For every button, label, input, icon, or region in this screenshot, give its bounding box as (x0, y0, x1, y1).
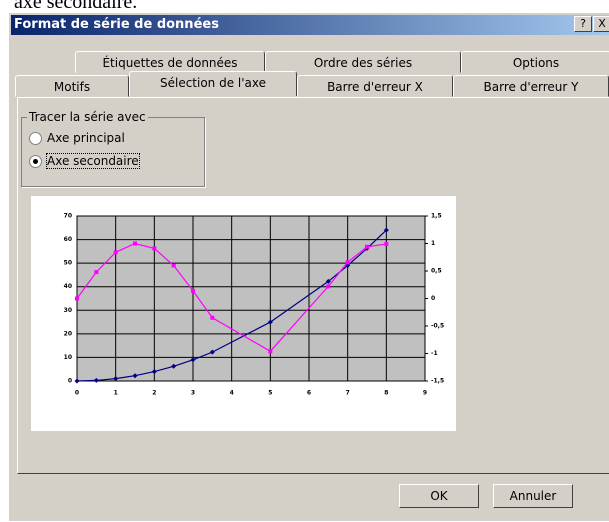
x-tick-label: 5 (268, 390, 272, 397)
cancel-button[interactable]: Annuler (493, 484, 573, 508)
tab[interactable]: Motifs (15, 75, 129, 97)
y-tick-label: 0 (68, 378, 72, 385)
y2-tick-label: 1 (431, 240, 435, 247)
marker (132, 373, 138, 379)
ok-button[interactable]: OK (399, 484, 479, 508)
marker (171, 263, 176, 268)
y2-tick-label: -1,5 (431, 378, 444, 385)
marker (209, 349, 215, 355)
y-tick-label: 50 (64, 260, 72, 267)
marker (190, 357, 196, 363)
radio-label: Axe principal (47, 131, 125, 145)
marker (268, 349, 273, 354)
marker (210, 315, 215, 320)
marker (383, 227, 389, 233)
x-tick-label: 0 (75, 390, 79, 397)
marker (113, 376, 119, 382)
marker (384, 242, 389, 247)
tab[interactable]: Sélection de l'axe (129, 71, 297, 96)
marker (171, 363, 177, 369)
y-tick-label: 40 (64, 283, 72, 290)
chart-preview: 0 1 2 3 4 5 6 7 8 9 0 10 20 30 40 50 60 70 -1,5 -1 -0,5 0 0,5 1… (31, 196, 456, 431)
y-tick-label: 30 (64, 307, 72, 314)
radio-option[interactable]: Axe secondaire (29, 153, 140, 169)
tab[interactable]: Ordre des séries (265, 51, 461, 73)
marker (74, 378, 80, 384)
background-text: axe secondaire. (14, 0, 138, 13)
marker (345, 260, 350, 265)
x-tick-label: 1 (114, 390, 118, 397)
help-button[interactable]: ? (574, 16, 592, 32)
x-tick-label: 4 (230, 390, 234, 397)
y2-tick-label: -0,5 (431, 323, 444, 330)
marker (152, 246, 157, 251)
tab[interactable]: Barre d'erreur Y (453, 75, 609, 97)
x-tick-label: 3 (191, 390, 195, 397)
marker (75, 296, 79, 301)
dialog: Format de série de données ? X Tracer la… (8, 12, 609, 522)
group-title: Tracer la série avec (27, 110, 148, 124)
y2-tick-label: 1,5 (431, 213, 442, 220)
marker (93, 377, 99, 383)
tab-page (17, 97, 609, 474)
x-tick-label: 2 (152, 390, 156, 397)
marker (113, 250, 118, 255)
marker (326, 284, 331, 289)
y-tick-label: 20 (64, 330, 72, 337)
marker (191, 288, 195, 293)
marker (365, 244, 369, 249)
y-tick-label: 70 (64, 213, 72, 220)
tab[interactable]: Options (461, 51, 609, 73)
tab[interactable]: Étiquettes de données (75, 51, 265, 73)
x-tick-label: 6 (307, 390, 311, 397)
x-tick-label: 7 (346, 390, 350, 397)
tab[interactable]: Barre d'erreur X (297, 75, 453, 97)
y2-tick-label: 0,5 (431, 268, 442, 275)
group-box (21, 117, 205, 187)
marker (151, 369, 157, 375)
plot-area (76, 215, 426, 382)
marker (94, 270, 99, 275)
x-tick-label: 8 (384, 390, 388, 397)
window-title: Format de série de données (14, 17, 219, 32)
y-tick-label: 60 (64, 236, 72, 243)
close-button[interactable]: X (593, 16, 609, 32)
radio-button[interactable] (29, 154, 42, 168)
marker (325, 278, 331, 284)
y2-tick-label: 0 (431, 295, 435, 302)
marker (133, 241, 137, 246)
x-tick-label: 9 (423, 390, 427, 397)
marker (267, 319, 273, 325)
radio-option[interactable]: Axe principal (29, 131, 125, 145)
title-bar: Format de série de données (11, 15, 609, 35)
radio-button[interactable] (29, 131, 42, 145)
y2-tick-label: -1 (431, 350, 438, 357)
radio-label: Axe secondaire (46, 153, 140, 169)
y-tick-label: 10 (64, 354, 72, 361)
